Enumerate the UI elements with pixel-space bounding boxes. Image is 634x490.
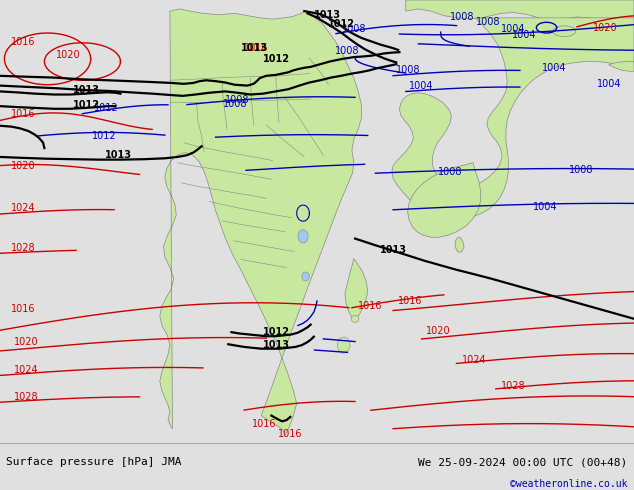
Polygon shape: [455, 237, 464, 252]
Text: 1012: 1012: [92, 131, 117, 141]
Text: 1004: 1004: [533, 202, 557, 213]
Text: 1028: 1028: [14, 392, 39, 401]
Text: 1016: 1016: [252, 419, 277, 429]
Text: 1012: 1012: [328, 19, 356, 29]
Polygon shape: [302, 272, 309, 281]
Text: 1016: 1016: [358, 300, 383, 311]
Text: 1028: 1028: [11, 243, 36, 253]
Text: We 25-09-2024 00:00 UTC (00+48): We 25-09-2024 00:00 UTC (00+48): [418, 457, 628, 467]
Text: 1020: 1020: [11, 161, 36, 171]
Text: 1008: 1008: [569, 165, 594, 175]
Text: ©weatheronline.co.uk: ©weatheronline.co.uk: [510, 479, 628, 490]
Polygon shape: [160, 9, 361, 435]
Text: 1013: 1013: [263, 340, 290, 350]
Text: 1008: 1008: [335, 47, 359, 56]
Text: 1008: 1008: [223, 99, 248, 109]
Text: 1012: 1012: [94, 103, 119, 114]
Text: 1024: 1024: [14, 365, 39, 375]
Text: 1012: 1012: [263, 54, 290, 64]
Text: 1020: 1020: [593, 23, 618, 33]
Text: 1016: 1016: [11, 37, 36, 47]
Text: 1013: 1013: [380, 245, 408, 255]
Polygon shape: [553, 26, 576, 37]
Text: 1004: 1004: [409, 81, 434, 91]
Text: 1008: 1008: [450, 12, 475, 22]
Text: 1008: 1008: [437, 167, 462, 177]
Text: 1004: 1004: [512, 30, 537, 40]
Polygon shape: [408, 163, 481, 237]
Text: 1004: 1004: [542, 63, 567, 74]
Text: 1020: 1020: [426, 326, 451, 337]
Text: 1020: 1020: [14, 337, 39, 347]
Text: 1012: 1012: [263, 327, 290, 337]
Text: 1020: 1020: [56, 50, 81, 60]
Text: 1028: 1028: [501, 381, 526, 391]
Text: 1024: 1024: [11, 203, 36, 213]
Text: 1016: 1016: [11, 109, 36, 119]
Text: 1016: 1016: [398, 296, 423, 306]
Polygon shape: [298, 230, 308, 243]
Text: 1004: 1004: [597, 79, 622, 89]
Text: 1008: 1008: [342, 24, 367, 34]
Text: 1008: 1008: [476, 17, 500, 26]
Text: 1016: 1016: [11, 304, 36, 314]
Text: 1016: 1016: [244, 43, 269, 53]
Text: 1013: 1013: [314, 10, 341, 20]
Text: 1008: 1008: [225, 96, 250, 105]
Text: 1012: 1012: [73, 100, 100, 110]
Polygon shape: [345, 259, 368, 322]
Text: 1004: 1004: [501, 24, 526, 34]
Text: 1013: 1013: [73, 85, 100, 95]
Text: 1013: 1013: [105, 150, 132, 160]
Text: Surface pressure [hPa] JMA: Surface pressure [hPa] JMA: [6, 457, 182, 467]
Polygon shape: [392, 18, 634, 220]
Polygon shape: [351, 315, 359, 322]
Polygon shape: [609, 62, 634, 72]
Text: 1008: 1008: [396, 65, 421, 75]
Text: 1016: 1016: [278, 429, 302, 439]
Text: 1024: 1024: [462, 355, 486, 366]
Text: 1013: 1013: [241, 43, 268, 53]
Polygon shape: [337, 337, 350, 353]
Polygon shape: [406, 0, 634, 24]
